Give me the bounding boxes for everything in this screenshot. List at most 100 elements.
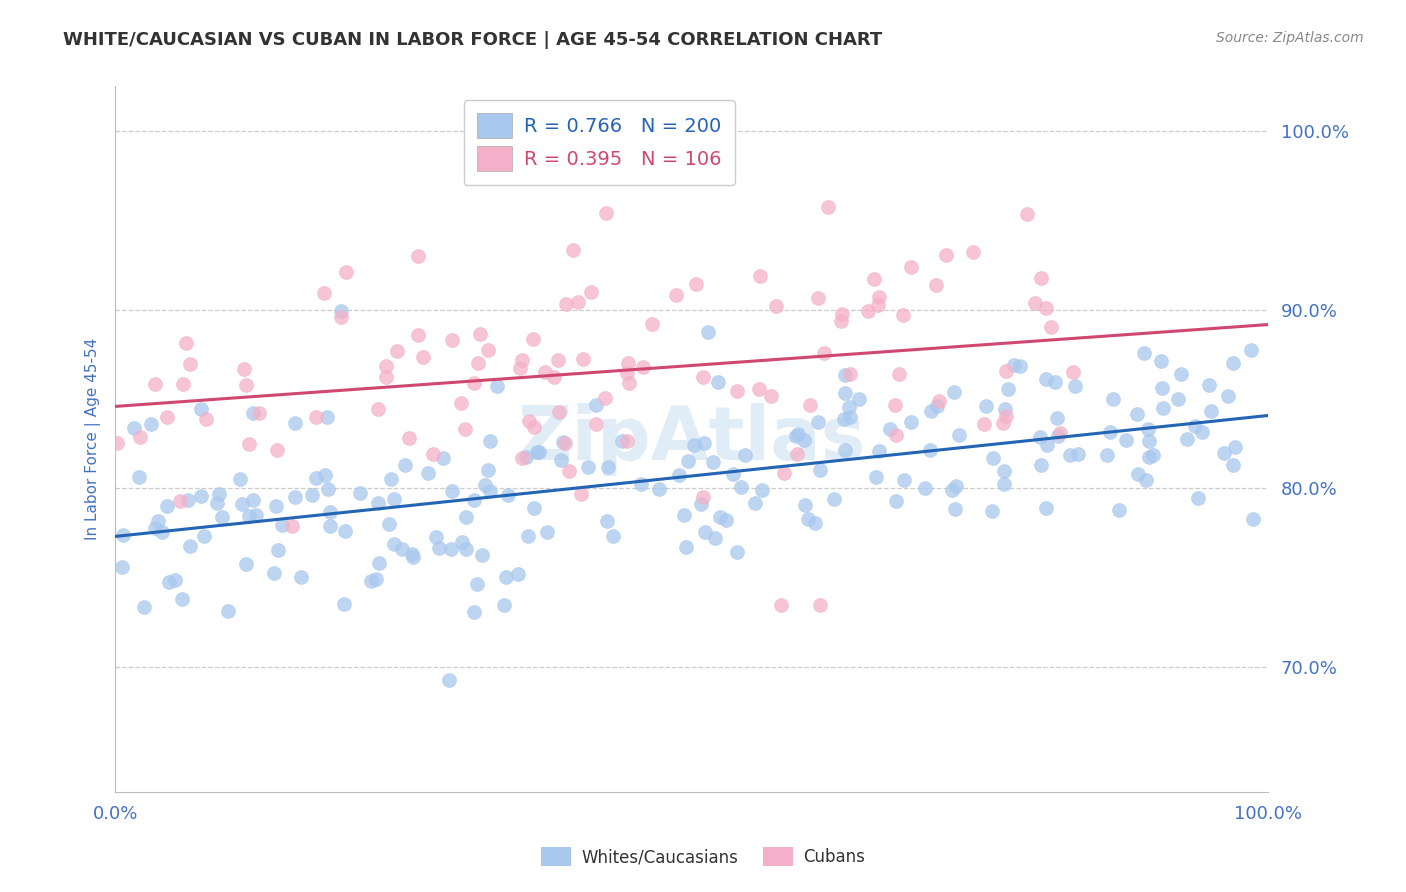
Point	[714, 513, 737, 527]
Point	[174, 336, 197, 351]
Point	[648, 482, 671, 496]
Point	[928, 393, 950, 408]
Point	[1187, 491, 1209, 506]
Point	[673, 508, 696, 523]
Point	[567, 295, 589, 310]
Point	[804, 516, 827, 531]
Point	[112, 528, 135, 542]
Point	[543, 369, 565, 384]
Point	[868, 290, 890, 304]
Point	[1059, 448, 1081, 462]
Point	[891, 309, 914, 323]
Point	[547, 352, 569, 367]
Point	[134, 599, 156, 614]
Point	[1043, 375, 1066, 389]
Point	[808, 463, 831, 477]
Point	[1150, 381, 1173, 395]
Point	[1150, 353, 1173, 368]
Point	[533, 365, 555, 379]
Point	[593, 392, 616, 406]
Point	[1108, 502, 1130, 516]
Point	[510, 450, 533, 465]
Point	[572, 352, 595, 367]
Point	[1063, 379, 1085, 393]
Point	[943, 385, 966, 400]
Point	[378, 516, 401, 531]
Point	[856, 303, 879, 318]
Point	[333, 597, 356, 611]
Point	[1135, 474, 1157, 488]
Point	[523, 420, 546, 434]
Point	[920, 404, 942, 418]
Point	[1040, 320, 1063, 334]
Point	[330, 304, 353, 318]
Point	[668, 467, 690, 482]
Point	[554, 436, 576, 450]
Point	[1133, 346, 1156, 360]
Point	[382, 536, 405, 550]
Point	[509, 360, 531, 375]
Point	[150, 524, 173, 539]
Point	[994, 401, 1017, 416]
Point	[981, 504, 1004, 518]
Point	[993, 477, 1015, 491]
Point	[748, 382, 770, 396]
Point	[477, 343, 499, 357]
Y-axis label: In Labor Force | Age 45-54: In Labor Force | Age 45-54	[86, 338, 101, 541]
Point	[1137, 450, 1160, 464]
Point	[406, 249, 429, 263]
Point	[1002, 359, 1025, 373]
Point	[794, 499, 817, 513]
Point	[526, 445, 548, 459]
Point	[562, 244, 585, 258]
Point	[515, 450, 537, 464]
Point	[319, 518, 342, 533]
Point	[474, 477, 496, 491]
Point	[205, 496, 228, 510]
Point	[797, 512, 820, 526]
Point	[838, 400, 860, 414]
Point	[900, 415, 922, 429]
Point	[412, 350, 434, 364]
Point	[305, 471, 328, 485]
Point	[1142, 448, 1164, 462]
Point	[467, 577, 489, 591]
Point	[683, 438, 706, 452]
Point	[517, 414, 540, 428]
Point	[172, 376, 194, 391]
Point	[630, 477, 652, 491]
Point	[440, 483, 463, 498]
Point	[889, 367, 911, 381]
Point	[1240, 343, 1263, 358]
Point	[281, 518, 304, 533]
Point	[314, 468, 336, 483]
Point	[893, 474, 915, 488]
Point	[866, 298, 889, 312]
Point	[416, 467, 439, 481]
Point	[401, 547, 423, 561]
Point	[995, 364, 1018, 378]
Point	[143, 377, 166, 392]
Point	[569, 487, 592, 501]
Point	[1167, 392, 1189, 407]
Point	[208, 487, 231, 501]
Point	[787, 427, 810, 442]
Point	[217, 604, 239, 618]
Point	[848, 392, 870, 407]
Point	[692, 491, 714, 505]
Point	[830, 314, 852, 328]
Point	[749, 268, 772, 283]
Text: Source: ZipAtlas.com: Source: ZipAtlas.com	[1216, 31, 1364, 45]
Point	[1126, 467, 1149, 481]
Point	[157, 575, 180, 590]
Point	[422, 447, 444, 461]
Point	[496, 488, 519, 502]
Point	[128, 470, 150, 484]
Point	[641, 317, 664, 331]
Point	[263, 566, 285, 580]
Point	[1191, 425, 1213, 440]
Point	[387, 343, 409, 358]
Point	[105, 436, 128, 450]
Point	[1095, 448, 1118, 462]
Point	[124, 421, 146, 435]
